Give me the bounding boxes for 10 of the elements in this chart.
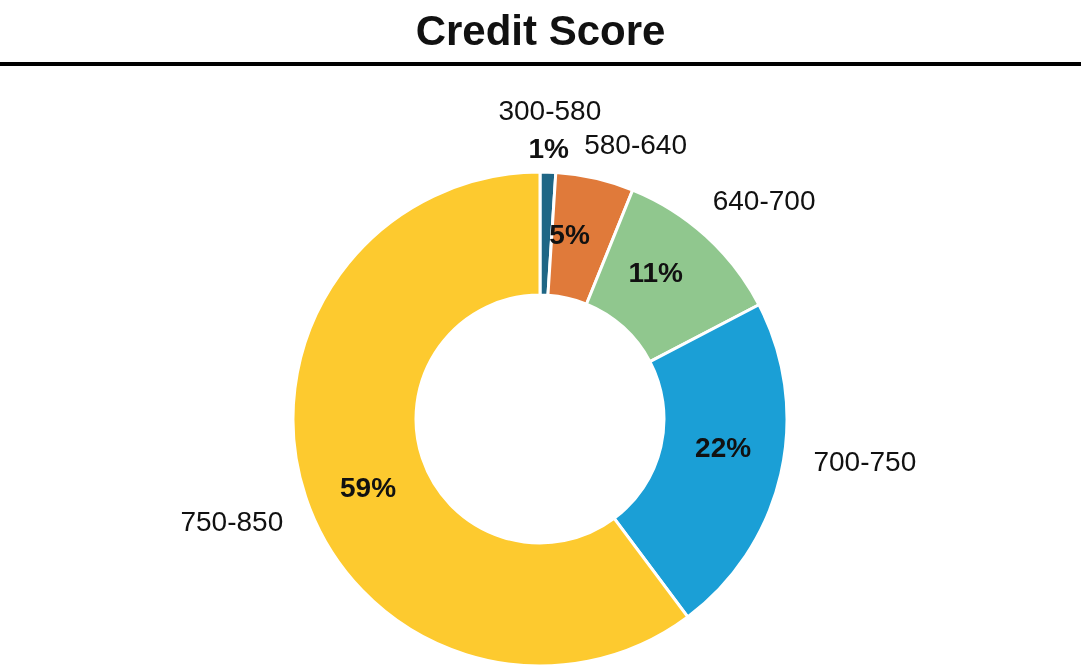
slice-label: 750-850 [180, 505, 284, 537]
slice-label: 640-700 [712, 185, 816, 217]
data-label: 22% [695, 431, 752, 463]
slice-label: 580-640 [584, 128, 687, 160]
slice-label: 700-750 [813, 446, 917, 478]
slice-label: 300-580 [498, 95, 602, 127]
chart-title: Credit Score [414, 6, 667, 56]
data-label: 59% [340, 471, 397, 503]
data-label: 1% [528, 133, 569, 165]
data-label: 11% [628, 256, 684, 288]
